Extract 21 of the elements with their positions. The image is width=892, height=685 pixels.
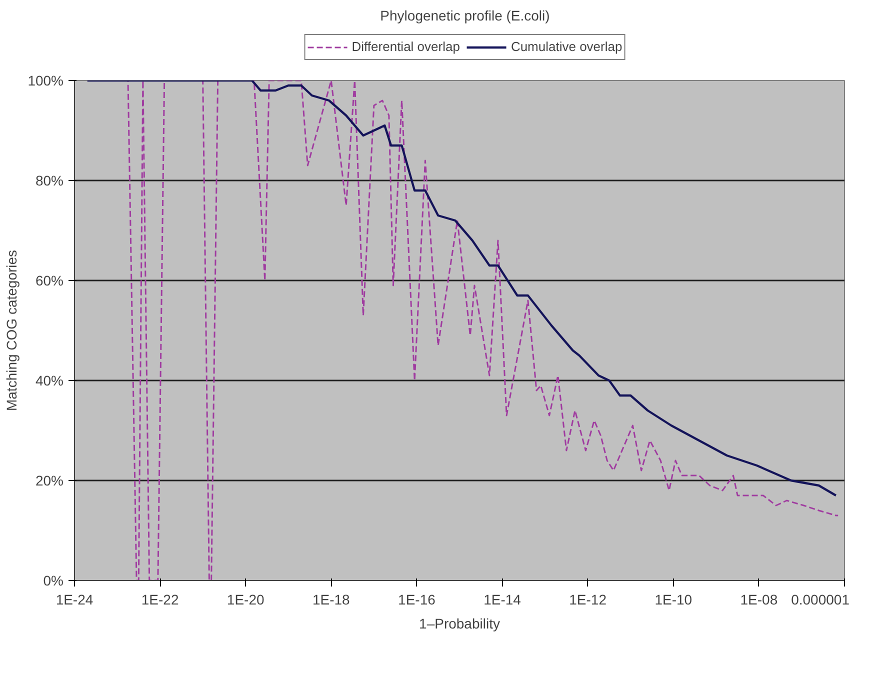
chart-title: Phylogenetic profile (E.coli) bbox=[380, 8, 550, 24]
y-axis-title: Matching COG categories bbox=[4, 250, 20, 412]
x-tick-label: 1E-10 bbox=[654, 592, 692, 608]
x-tick-label: 1E-14 bbox=[484, 592, 522, 608]
x-tick-label: 1E-18 bbox=[312, 592, 350, 608]
x-axis-title: 1–Probability bbox=[419, 616, 500, 632]
x-tick-label: 1E-20 bbox=[226, 592, 265, 608]
x-tick-label: 1E-22 bbox=[141, 592, 179, 608]
y-tick-label: 100% bbox=[28, 72, 64, 88]
x-tick-label: 1E-16 bbox=[398, 592, 436, 608]
y-tick-label: 20% bbox=[35, 472, 64, 488]
x-tick-label: 1E-24 bbox=[56, 592, 94, 608]
x-tick-label: 1E-08 bbox=[740, 592, 778, 608]
y-tick-label: 40% bbox=[35, 372, 64, 388]
legend-label: Cumulative overlap bbox=[510, 39, 622, 54]
y-tick-label: 0% bbox=[43, 572, 64, 588]
x-tick-label: 0.000001 bbox=[791, 592, 850, 608]
x-tick-label: 1E-12 bbox=[569, 592, 607, 608]
legend-label: Differential overlap bbox=[352, 39, 460, 54]
y-tick-label: 80% bbox=[35, 172, 64, 188]
y-tick-label: 60% bbox=[35, 272, 64, 288]
